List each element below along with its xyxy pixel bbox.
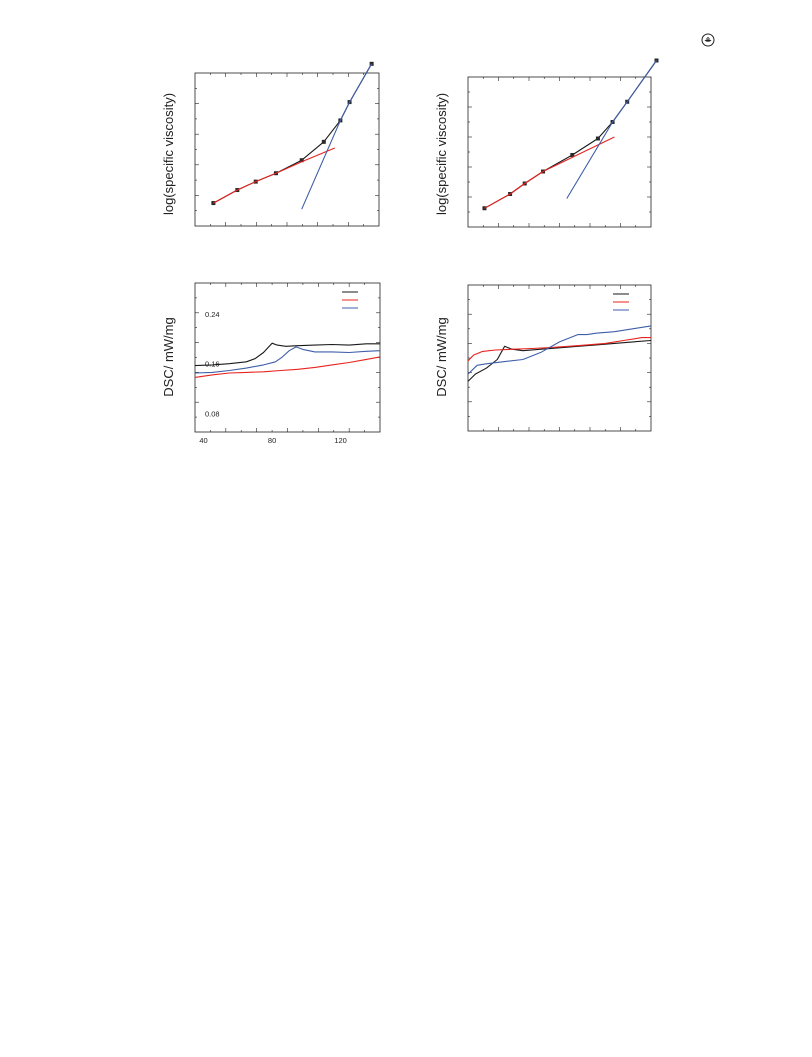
series-line-blue — [301, 63, 373, 210]
series-line-black — [484, 60, 657, 209]
x-tick-label: 120 — [334, 436, 347, 445]
chart-dsc-left: DSC/ mW/mg 40 80 120 0.08 0.16 0.24 — [161, 282, 381, 445]
plot-frame — [467, 284, 652, 432]
series-line-blue — [194, 346, 381, 374]
series-line-blue — [467, 325, 652, 375]
data-point — [369, 61, 374, 66]
chart-viscosity-left: log(specific viscosity) — [161, 61, 380, 227]
plot-frame — [467, 76, 652, 228]
data-point — [482, 206, 487, 211]
y-tick-label: 0.16 — [205, 360, 220, 369]
series-line-red — [484, 136, 615, 209]
series-line-red — [467, 337, 651, 362]
chart-viscosity-right: log(specific viscosity) — [434, 58, 659, 228]
data-point — [299, 158, 304, 163]
x-tick-label: 40 — [199, 436, 207, 445]
series-line-black — [213, 63, 373, 204]
series-line-blue — [566, 60, 657, 199]
series-line-red — [213, 147, 336, 204]
plot-frame — [194, 72, 380, 227]
chart-dsc-right: DSC/ mW/mg — [434, 284, 652, 432]
plot-frame — [194, 282, 381, 433]
data-point — [595, 136, 600, 141]
y-axis-label: DSC/ mW/mg — [161, 317, 176, 396]
recycle-logo-icon — [701, 33, 715, 47]
y-axis-label: log(specific viscosity) — [434, 93, 449, 215]
y-axis-label: DSC/ mW/mg — [434, 317, 449, 396]
data-point — [321, 139, 326, 144]
series-line-red — [194, 356, 381, 378]
data-point — [570, 153, 575, 157]
series-line-black — [467, 339, 652, 382]
y-tick-label: 0.24 — [205, 310, 220, 319]
series-line-black — [194, 342, 380, 367]
x-tick-label: 80 — [268, 436, 276, 445]
y-axis-label: log(specific viscosity) — [161, 93, 176, 215]
y-tick-label: 0.08 — [205, 409, 220, 418]
